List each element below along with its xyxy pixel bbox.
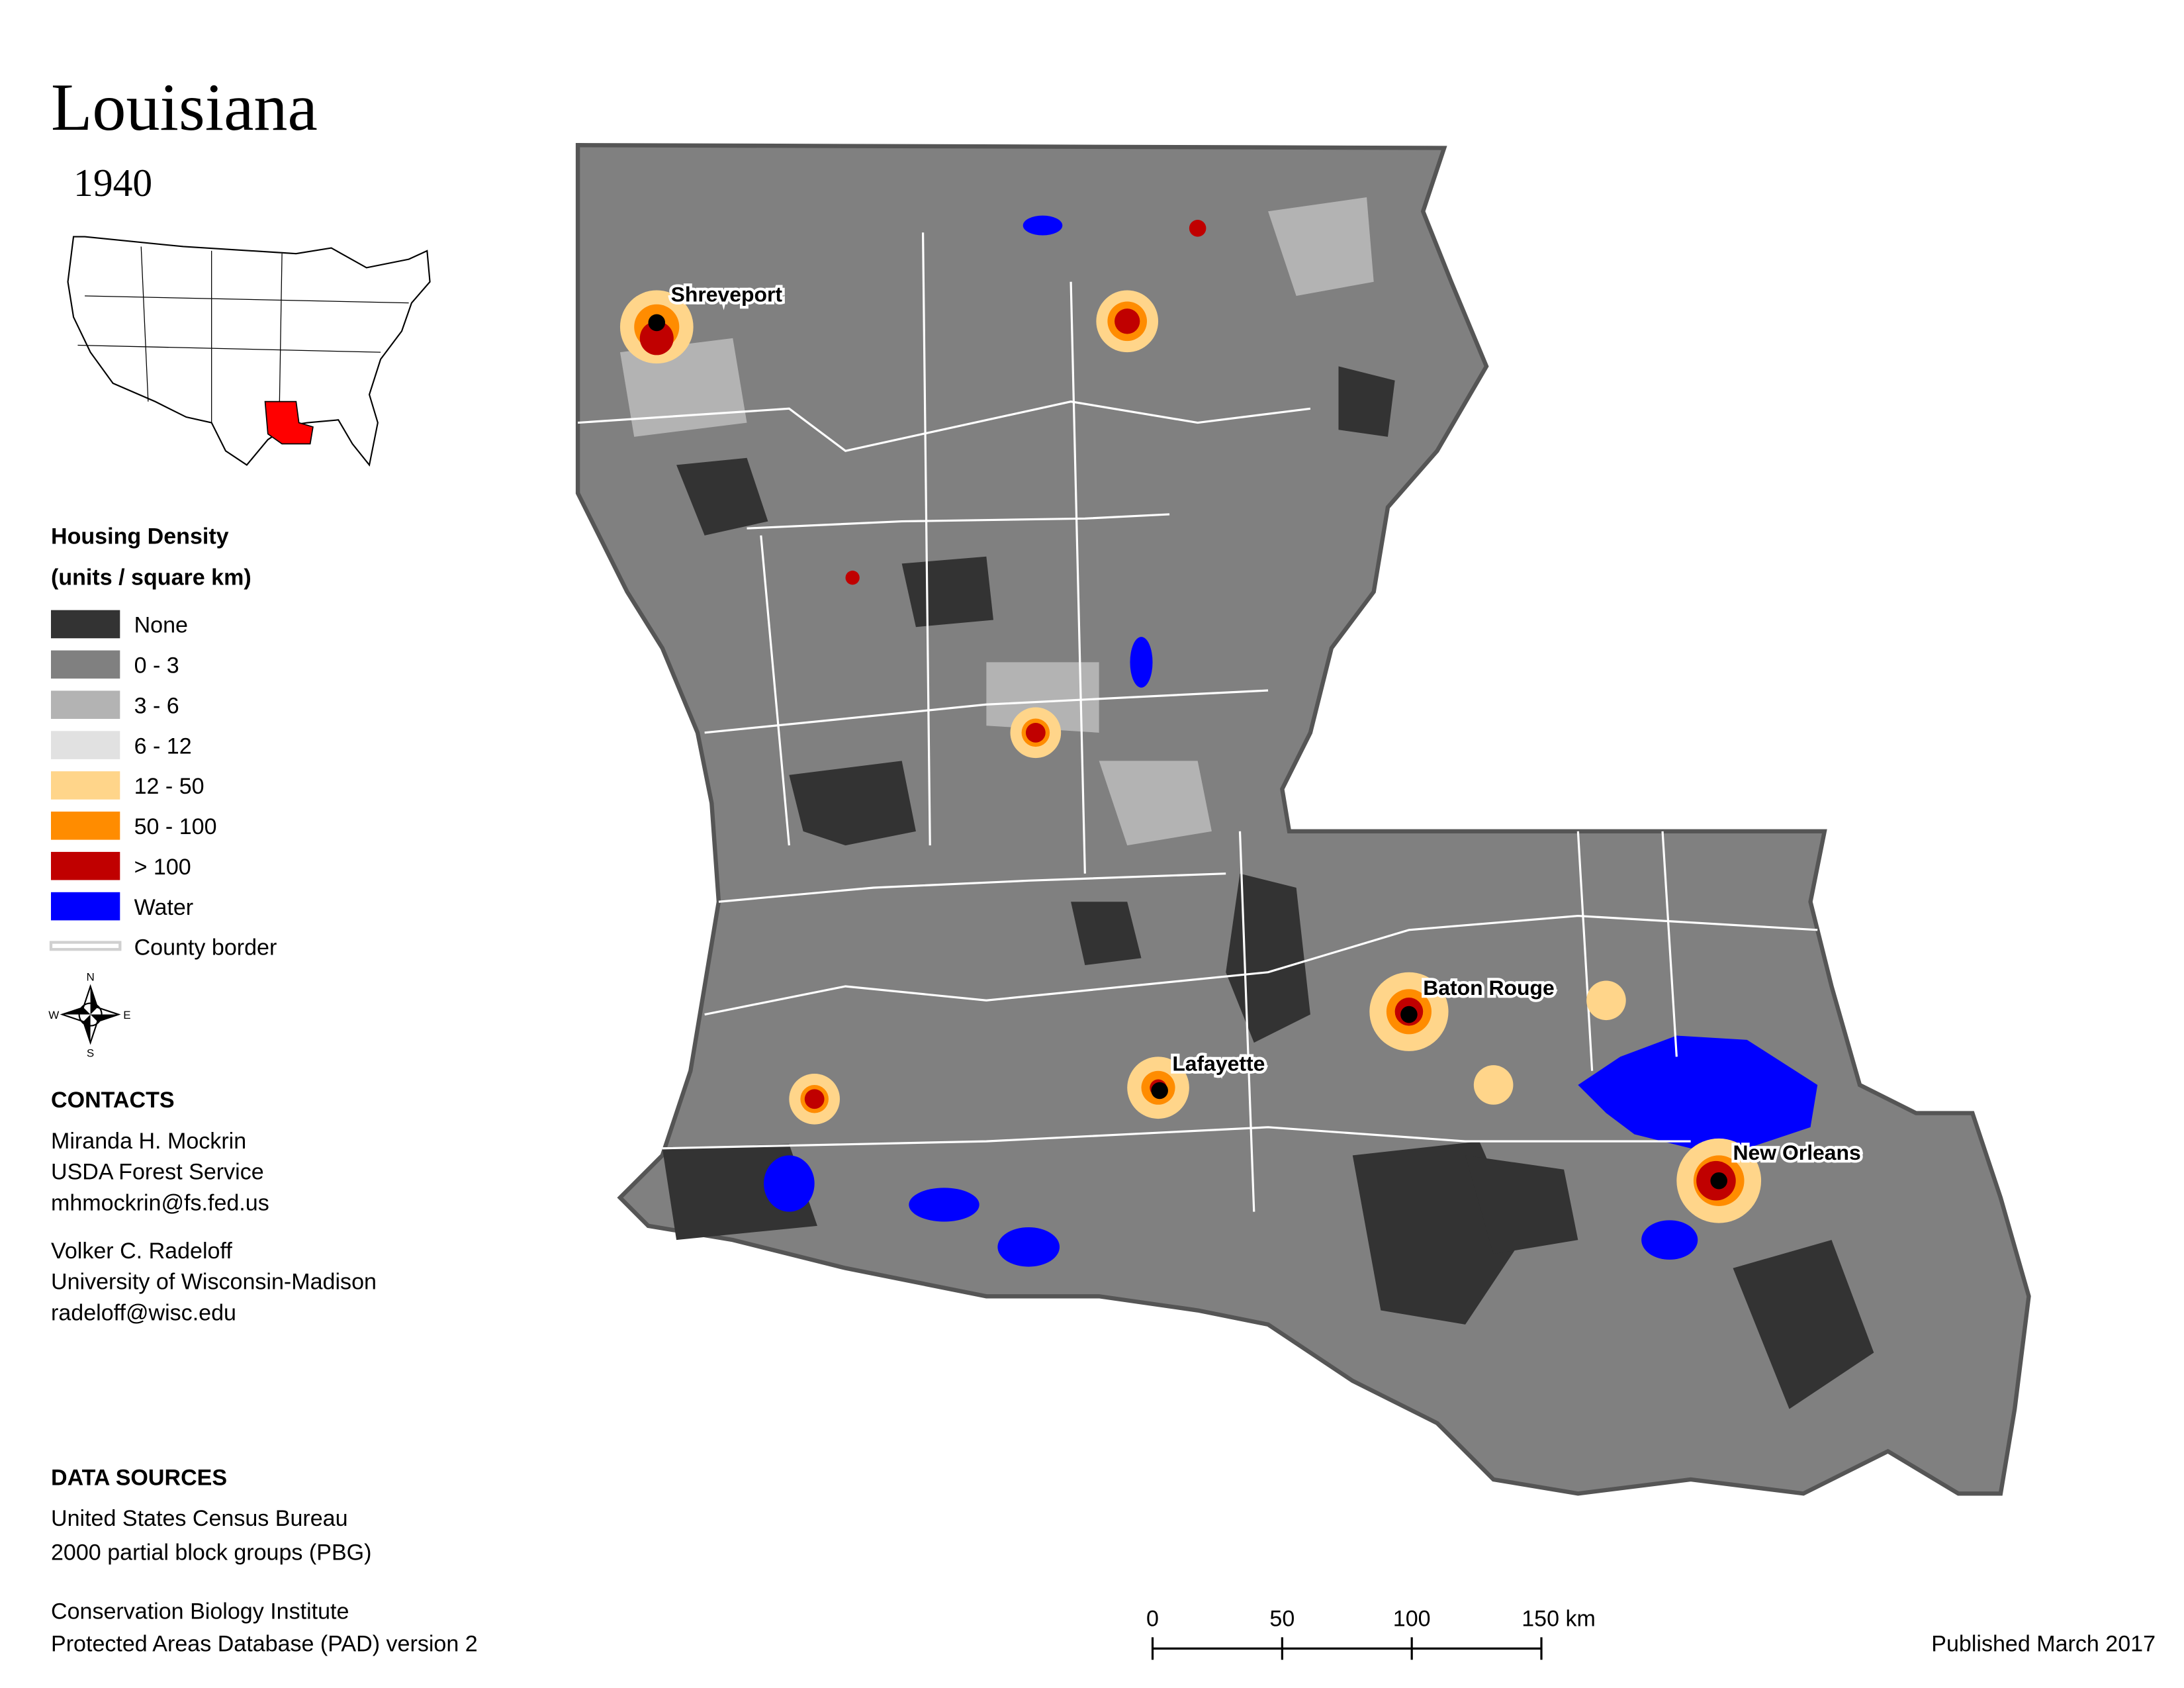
data-source-line: Protected Areas Database (PAD) version 2	[51, 1632, 478, 1657]
legend-subtitle: (units / square km)	[51, 565, 251, 590]
data-source-line: 2000 partial block groups (PBG)	[51, 1540, 371, 1565]
contacts-title: CONTACTS	[51, 1088, 175, 1113]
city-label: Baton Rouge	[1423, 976, 1555, 1000]
scale-label: 150 km	[1522, 1606, 1596, 1631]
data-sources-title: DATA SOURCES	[51, 1465, 227, 1490]
compass-w: W	[48, 1009, 59, 1021]
scale-bar: 0 50 100 150 km	[1146, 1606, 1596, 1660]
louisiana-highlight	[264, 400, 314, 445]
year: 1940	[73, 161, 152, 205]
compass: N E S W	[48, 970, 130, 1059]
legend-title: Housing Density	[51, 524, 229, 549]
scale-label: 50	[1269, 1606, 1295, 1631]
city-label: Lafayette	[1172, 1052, 1265, 1076]
legend-line-swatch	[49, 941, 122, 951]
city-label: Shreveport	[671, 283, 783, 306]
low-density-areas	[619, 197, 1374, 846]
legend-label: None	[134, 613, 188, 638]
compass-s: S	[87, 1047, 94, 1059]
legend-swatch	[51, 650, 120, 679]
us-inset	[67, 236, 431, 467]
state-area	[575, 143, 2031, 1496]
contact-line: radeloff@wisc.edu	[51, 1300, 236, 1325]
city-label: New Orleans	[1733, 1141, 1860, 1164]
water-bodies	[764, 215, 1818, 1267]
legend: None 0 - 3 3 - 6 6 - 12 12 - 50 50 - 100 > 100…	[49, 610, 277, 961]
legend-label: 12 - 50	[134, 774, 205, 799]
legend-label: Water	[134, 895, 194, 920]
contact-line: University of Wisconsin-Madison	[51, 1270, 377, 1295]
louisiana-map: Shreveport Baton Rouge Lafayette New Orl…	[575, 143, 2031, 1496]
legend-swatch	[51, 812, 120, 840]
contact-line: Volker C. Radeloff	[51, 1239, 232, 1264]
data-source-line: United States Census Bureau	[51, 1506, 348, 1531]
published-note: Published March 2017	[1931, 1632, 2156, 1657]
compass-e: E	[123, 1009, 130, 1021]
legend-swatch	[51, 892, 120, 921]
legend-swatch	[51, 771, 120, 800]
legend-swatch	[51, 851, 120, 880]
legend-label: County border	[134, 935, 277, 961]
legend-label: > 100	[134, 855, 191, 880]
legend-swatch	[51, 690, 120, 719]
title: Louisiana	[51, 70, 318, 145]
scale-label: 100	[1393, 1606, 1431, 1631]
legend-label: 50 - 100	[134, 814, 217, 839]
city-points	[648, 314, 1727, 1190]
legend-label: 3 - 6	[134, 693, 179, 718]
scale-label: 0	[1146, 1606, 1159, 1631]
contact-line: Miranda H. Mockrin	[51, 1129, 246, 1154]
state-lines	[77, 246, 409, 423]
compass-n: N	[86, 970, 94, 983]
county-borders	[577, 232, 1818, 1212]
legend-swatch	[51, 610, 120, 639]
legend-swatch	[51, 731, 120, 759]
legend-label: 0 - 3	[134, 653, 179, 679]
contact-line: USDA Forest Service	[51, 1160, 264, 1185]
contact-line: mhmockrin@fs.fed.us	[51, 1190, 269, 1215]
data-source-line: Conservation Biology Institute	[51, 1599, 349, 1624]
legend-label: 6 - 12	[134, 733, 192, 759]
